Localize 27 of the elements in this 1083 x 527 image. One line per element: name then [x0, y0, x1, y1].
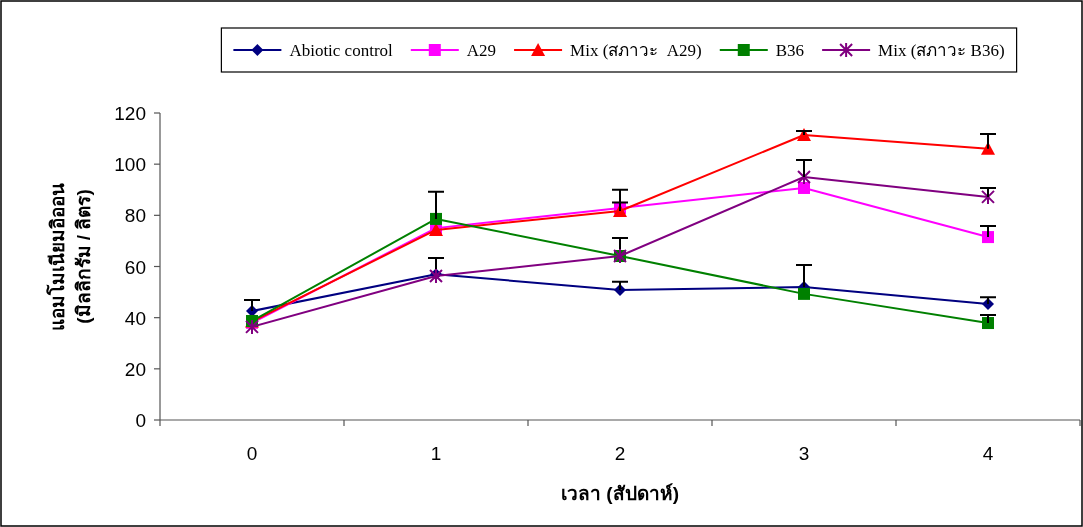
x-tick-label: 2 — [614, 443, 626, 464]
y-tick-label: 100 — [114, 154, 146, 176]
y-tick-label: 60 — [124, 256, 146, 278]
legend-label: Abiotic control — [289, 41, 394, 60]
y-axis-title: แอมโมเนียมอิออน (มิลลิกรัม / ลิตร) — [46, 182, 94, 331]
point — [430, 212, 442, 225]
y-tick-label: 40 — [124, 307, 146, 329]
point — [798, 287, 810, 300]
point — [982, 317, 994, 330]
x-tick-label: 3 — [798, 443, 810, 464]
legend-label: B36 — [775, 41, 805, 60]
legend-label: A29 — [466, 41, 497, 60]
x-axis-title: เวลา (สัปดาห์) — [561, 483, 679, 504]
y-tick-label: 80 — [124, 205, 146, 227]
y-tick-label: 0 — [135, 410, 146, 431]
y-tick-label: 20 — [124, 358, 146, 380]
point — [797, 168, 811, 185]
legend-label: Mix (สภาวะ A29) — [570, 41, 702, 60]
x-tick-label: 0 — [246, 443, 258, 464]
x-tick-label: 1 — [430, 443, 442, 464]
point — [982, 231, 994, 244]
legend-label: Mix (สภาวะ B36) — [878, 41, 1005, 60]
x-tick-label: 4 — [982, 443, 994, 464]
point — [981, 188, 995, 205]
y-tick-label: 120 — [114, 103, 146, 124]
point — [245, 318, 259, 335]
point — [798, 181, 810, 194]
